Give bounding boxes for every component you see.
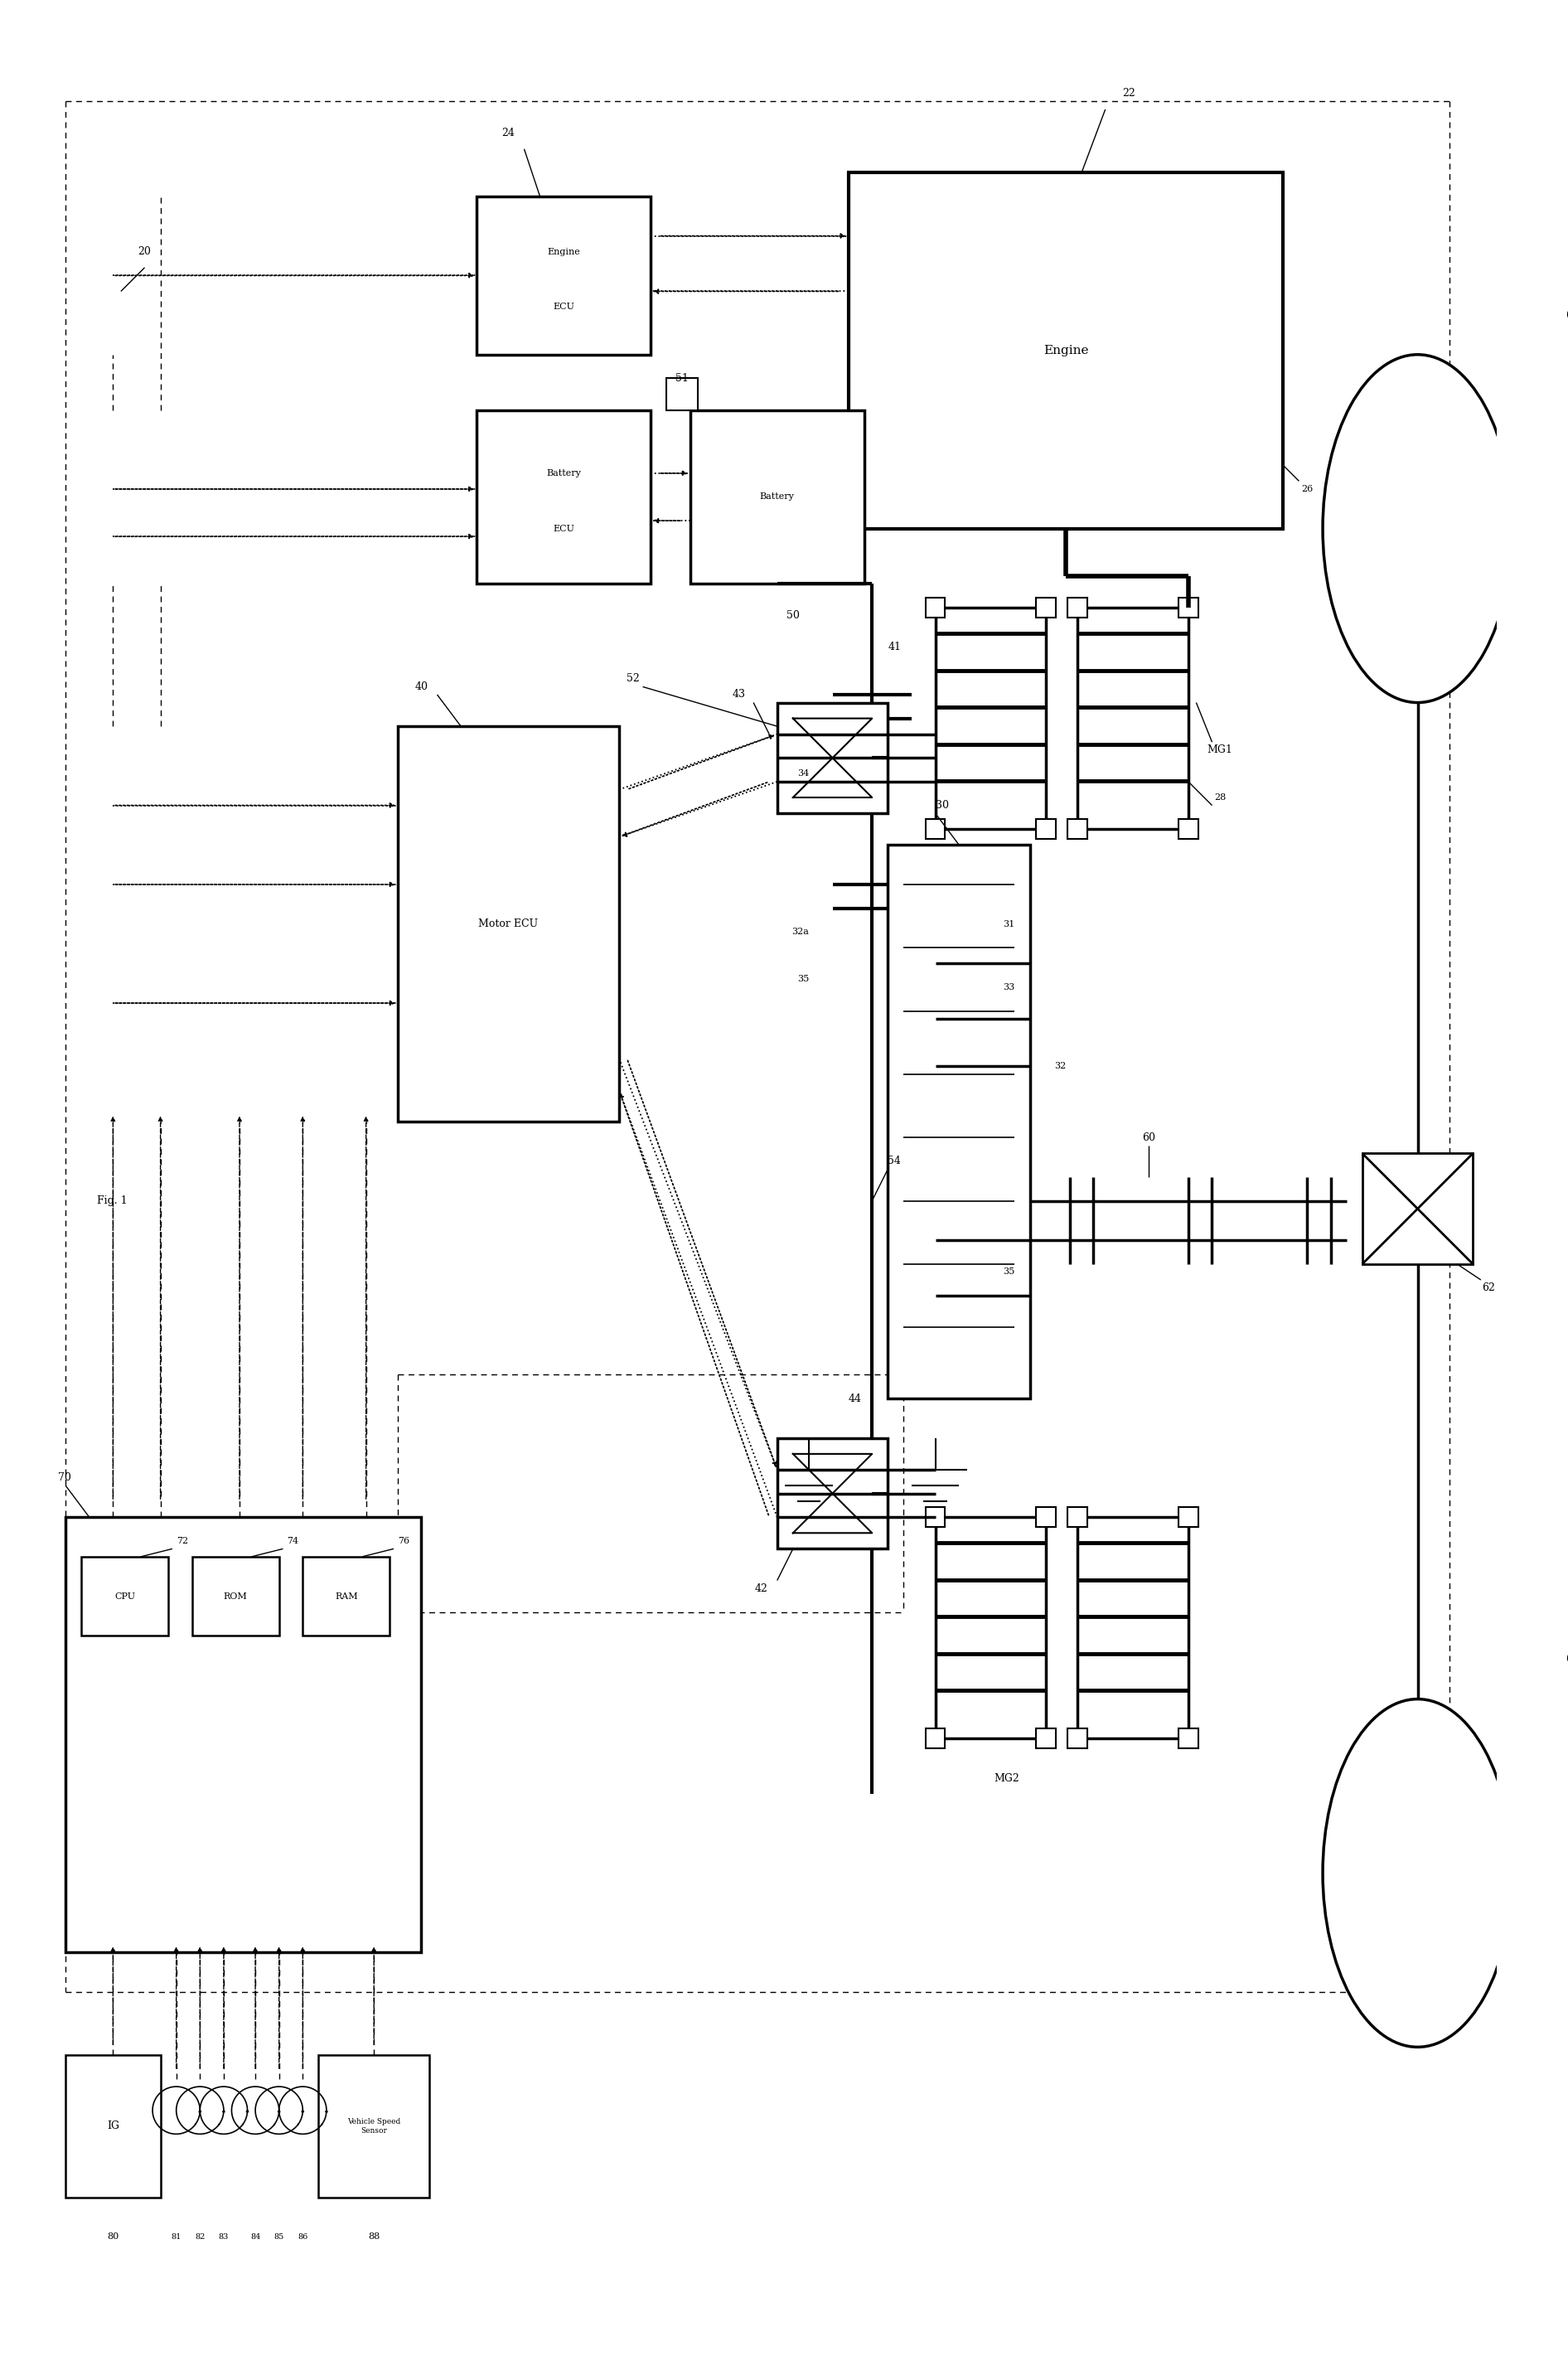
Text: 70: 70: [58, 1472, 71, 1484]
Bar: [778, 1439, 887, 1550]
Bar: [82, 1557, 168, 1635]
Text: 62: 62: [1482, 1282, 1496, 1294]
Bar: [1363, 1154, 1472, 1263]
Text: 50: 50: [787, 609, 800, 621]
Text: 32a: 32a: [792, 927, 809, 936]
Bar: [1077, 1517, 1189, 1740]
Text: 42: 42: [754, 1583, 768, 1593]
Bar: [1036, 820, 1055, 839]
Text: IG: IG: [107, 2121, 119, 2131]
Bar: [1077, 607, 1189, 829]
Text: 74: 74: [287, 1536, 298, 1545]
Bar: [318, 2055, 430, 2197]
Text: MG2: MG2: [994, 1773, 1019, 1785]
Bar: [1036, 1507, 1055, 1526]
Text: 88: 88: [368, 2233, 379, 2242]
Bar: [66, 2055, 160, 2197]
Text: ROM: ROM: [224, 1593, 248, 1600]
Text: 40: 40: [414, 680, 428, 692]
Bar: [66, 1517, 422, 1953]
Text: 30: 30: [935, 801, 949, 811]
Text: 28: 28: [1214, 794, 1226, 801]
Text: Engine: Engine: [547, 246, 580, 256]
Bar: [1068, 1728, 1088, 1749]
Text: 22: 22: [1123, 88, 1135, 100]
Bar: [925, 820, 946, 839]
Text: Vehicle Speed
Sensor: Vehicle Speed Sensor: [347, 2119, 400, 2133]
Bar: [778, 702, 887, 813]
Text: 52: 52: [627, 673, 640, 685]
Bar: [477, 197, 651, 356]
Text: 43: 43: [732, 690, 745, 699]
Text: 31: 31: [1002, 920, 1014, 929]
Text: 24: 24: [502, 128, 514, 137]
Text: 86: 86: [298, 2233, 307, 2240]
Bar: [398, 725, 619, 1121]
Bar: [477, 410, 651, 583]
Bar: [1068, 597, 1088, 619]
Text: 72: 72: [176, 1536, 188, 1545]
Text: Fig. 1: Fig. 1: [97, 1194, 127, 1206]
Text: ECU: ECU: [554, 303, 574, 310]
Bar: [925, 1507, 946, 1526]
Text: ECU: ECU: [554, 524, 574, 533]
Text: 76: 76: [398, 1536, 409, 1545]
Bar: [1179, 597, 1198, 619]
Text: MG1: MG1: [1207, 744, 1232, 756]
Text: 82: 82: [194, 2233, 205, 2240]
Bar: [1036, 597, 1055, 619]
Text: 26: 26: [1301, 486, 1312, 493]
Bar: [887, 846, 1030, 1398]
Text: Motor ECU: Motor ECU: [478, 920, 538, 929]
Text: Engine: Engine: [1043, 344, 1088, 356]
Text: 44: 44: [848, 1394, 861, 1403]
Bar: [935, 607, 1046, 829]
Bar: [925, 597, 946, 619]
Bar: [303, 1557, 390, 1635]
Text: 63b: 63b: [1566, 310, 1568, 320]
Text: 41: 41: [887, 642, 902, 652]
Bar: [1179, 1728, 1198, 1749]
Text: 20: 20: [138, 246, 151, 258]
Text: 34: 34: [797, 770, 809, 777]
Text: 51: 51: [676, 372, 688, 384]
Bar: [191, 1557, 279, 1635]
Bar: [1179, 820, 1198, 839]
Text: 35: 35: [797, 974, 809, 984]
Bar: [690, 410, 864, 583]
Text: 60: 60: [1142, 1133, 1156, 1142]
Text: 32: 32: [1054, 1062, 1066, 1071]
Bar: [1179, 1507, 1198, 1526]
Text: RAM: RAM: [336, 1593, 358, 1600]
Text: 33: 33: [1002, 984, 1014, 991]
Bar: [666, 379, 698, 410]
Bar: [1036, 1728, 1055, 1749]
Text: CPU: CPU: [114, 1593, 135, 1600]
Text: 54: 54: [887, 1157, 902, 1166]
Text: Battery: Battery: [760, 493, 795, 500]
Text: 85: 85: [274, 2233, 284, 2240]
Ellipse shape: [1323, 356, 1513, 702]
Bar: [848, 173, 1283, 529]
Text: 81: 81: [171, 2233, 182, 2240]
Ellipse shape: [1323, 1699, 1513, 2048]
Text: 83: 83: [218, 2233, 229, 2240]
Text: 84: 84: [251, 2233, 260, 2240]
Text: 35: 35: [1002, 1268, 1014, 1275]
Bar: [1068, 1507, 1088, 1526]
Text: 80: 80: [107, 2233, 119, 2242]
Text: 63a: 63a: [1566, 1654, 1568, 1664]
Bar: [1068, 820, 1088, 839]
Bar: [935, 1517, 1046, 1740]
Bar: [925, 1728, 946, 1749]
Text: Battery: Battery: [546, 469, 582, 476]
